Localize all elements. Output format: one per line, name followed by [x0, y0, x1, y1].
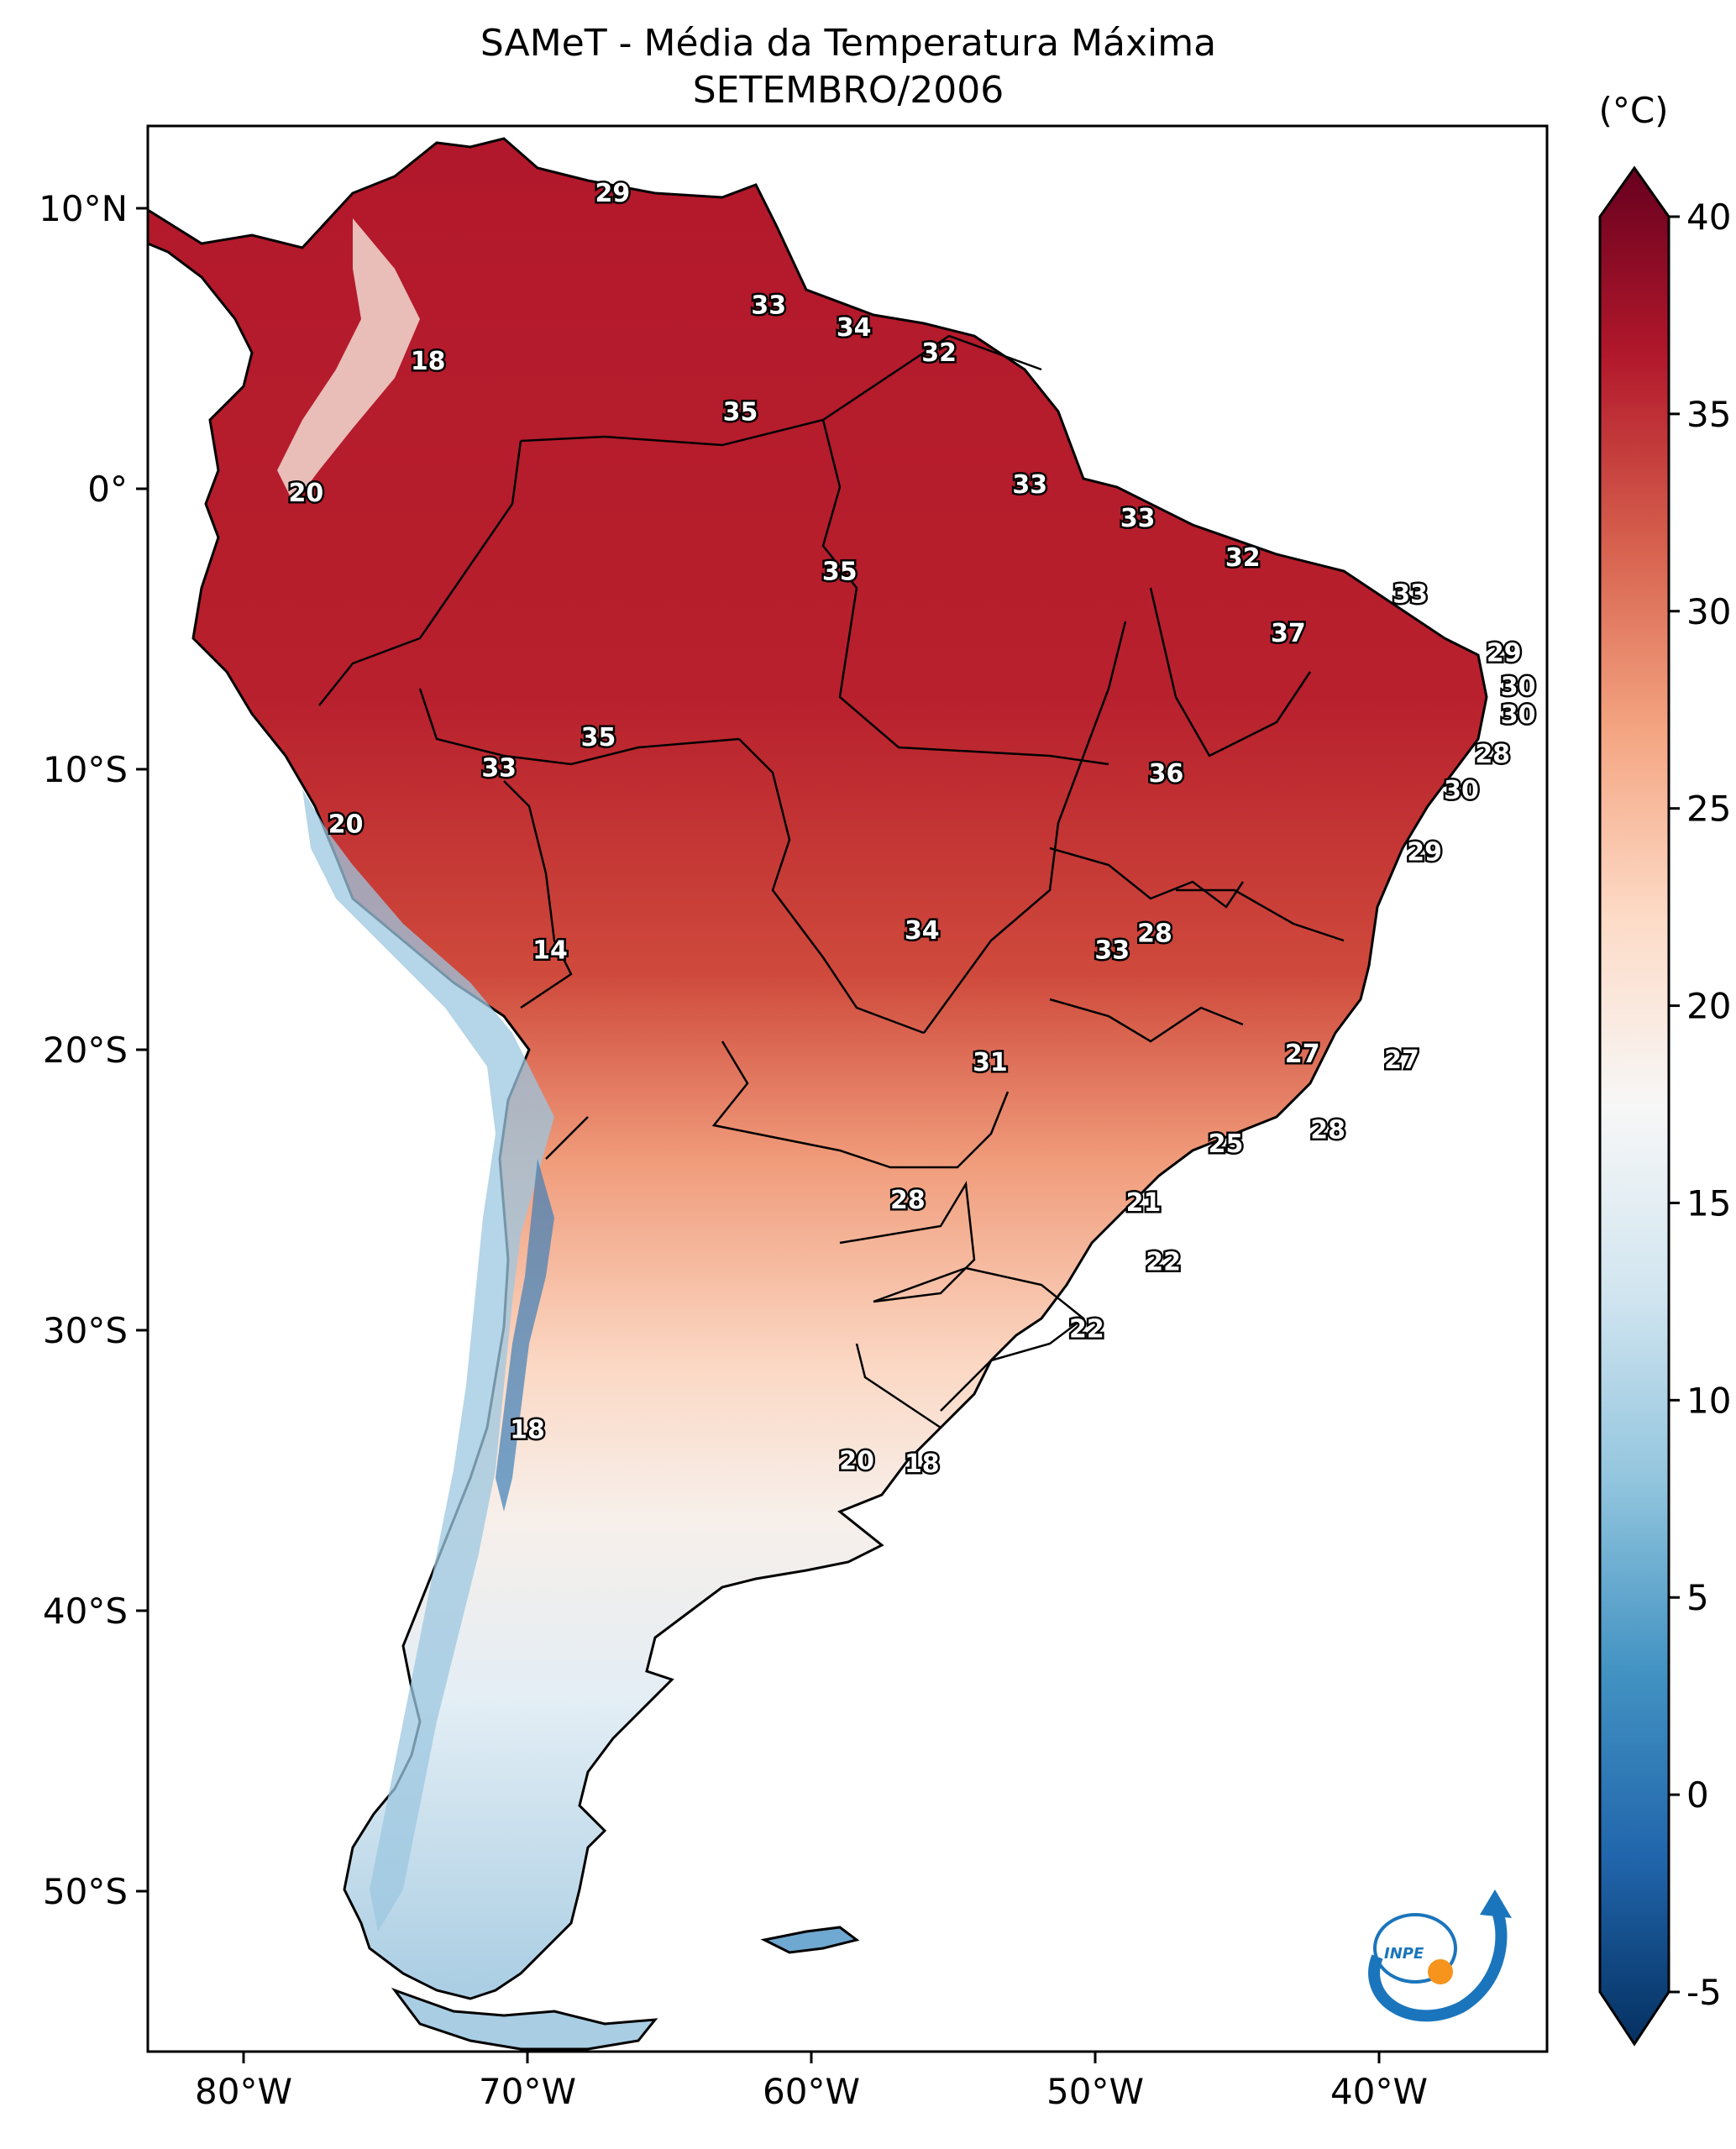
- map-title: SAMeT - Média da Temperatura Máxima: [480, 22, 1217, 65]
- lat-tick-label: 40°S: [43, 1591, 128, 1632]
- map-subtitle: SETEMBRO/2006: [692, 69, 1004, 112]
- contour-label: 33: [751, 291, 786, 320]
- contour-label: 30: [1501, 673, 1536, 702]
- colorbar-tick-label: 25: [1686, 789, 1731, 830]
- contour-label: 21: [1126, 1188, 1162, 1218]
- contour-label: 33: [1392, 579, 1428, 609]
- contour-label: 28: [890, 1186, 926, 1215]
- logo-text: INPE: [1384, 1945, 1424, 1963]
- colombia-highlands: [277, 218, 420, 504]
- colorbar-unit: (°C): [1598, 90, 1668, 131]
- colorbar-tick-label: 5: [1686, 1577, 1709, 1618]
- contour-label: 32: [1225, 543, 1261, 573]
- colorbar-tick-label: 15: [1686, 1182, 1731, 1224]
- contour-label: 22: [1069, 1315, 1104, 1344]
- logo-arrow-icon: [1480, 1890, 1512, 1918]
- contour-label: 31: [973, 1048, 1008, 1077]
- contour-label: 27: [1285, 1040, 1320, 1069]
- contour-label: 35: [723, 397, 758, 427]
- contour-label: 32: [921, 338, 957, 368]
- colorbar-tick-label: 10: [1686, 1380, 1731, 1421]
- latitude-axis: 10°N 0° 10°S 20°S 30°S 40°S 50°S: [39, 188, 148, 1912]
- andes-cold-band: [302, 789, 554, 1931]
- lon-tick-label: 80°W: [195, 2071, 292, 2112]
- colorbar-tick-label: 40: [1686, 197, 1731, 238]
- colorbar: (°C) 40 35 30 25 20 15 10 5 0 -5: [1598, 90, 1731, 2047]
- contour-label: 18: [905, 1449, 940, 1479]
- contour-label: 33: [1012, 470, 1047, 500]
- contour-label: 33: [1094, 936, 1130, 966]
- map-frame: [146, 124, 1549, 2053]
- tierra-del-fuego: [391, 1987, 658, 2051]
- contour-label: 14: [532, 936, 568, 966]
- contour-label: 18: [411, 347, 446, 376]
- contour-label: 28: [1475, 740, 1510, 769]
- contour-label: 18: [510, 1416, 545, 1445]
- lat-tick-label: 10°S: [43, 749, 128, 790]
- lat-tick-label: 20°S: [43, 1030, 128, 1071]
- logo-swoosh-icon: [1368, 1903, 1508, 2022]
- contour-label: 28: [1310, 1115, 1345, 1145]
- colorbar-tick-label: 30: [1686, 591, 1731, 632]
- andes-core: [496, 1159, 554, 1512]
- colorbar-body: [1598, 165, 1670, 2047]
- colorbar-tick-label: 20: [1686, 986, 1731, 1027]
- colorbar-tick-label: 35: [1686, 394, 1731, 435]
- contour-label: 35: [822, 558, 858, 587]
- contour-label: 34: [837, 313, 872, 343]
- lon-tick-label: 50°W: [1046, 2071, 1144, 2112]
- colorbar-ticks: 40 35 30 25 20 15 10 5 0 -5: [1669, 197, 1731, 2013]
- contour-label: 33: [1120, 504, 1156, 533]
- lat-tick-label: 10°N: [39, 188, 128, 229]
- contour-label: 33: [481, 754, 517, 784]
- contour-label: 35: [581, 723, 616, 752]
- lon-tick-label: 40°W: [1330, 2071, 1428, 2112]
- lon-tick-label: 60°W: [763, 2071, 860, 2112]
- lon-tick-label: 70°W: [479, 2071, 576, 2112]
- contour-label: 22: [1146, 1247, 1181, 1276]
- falkland-islands: [760, 1926, 860, 1954]
- longitude-axis: 80°W 70°W 60°W 50°W 40°W: [195, 2052, 1428, 2112]
- contour-label: 25: [1209, 1130, 1244, 1159]
- colorbar-tick-label: -5: [1686, 1972, 1722, 2013]
- logo-sun-icon: [1428, 1959, 1453, 1984]
- contour-label: 37: [1271, 619, 1306, 648]
- contour-label: 29: [1407, 838, 1442, 867]
- contour-label: 34: [905, 916, 940, 946]
- colorbar-tick-label: 0: [1686, 1774, 1709, 1816]
- inpe-logo: INPE: [1368, 1890, 1512, 2022]
- contour-label: 29: [1487, 639, 1522, 668]
- contour-label: 29: [595, 179, 631, 208]
- contour-label: 27: [1384, 1046, 1419, 1075]
- contour-label: 20: [328, 810, 364, 839]
- lat-tick-label: 50°S: [43, 1871, 128, 1912]
- logo-ring-icon: [1373, 1913, 1457, 1984]
- country-borders: [318, 334, 1345, 1429]
- contour-label: 28: [1137, 920, 1172, 949]
- contour-label: 20: [288, 479, 323, 508]
- lat-tick-label: 30°S: [43, 1310, 128, 1351]
- contour-label: 30: [1501, 700, 1536, 730]
- lat-tick-label: 0°: [87, 469, 128, 510]
- contour-label: 36: [1149, 759, 1184, 789]
- contour-label: 20: [839, 1446, 874, 1475]
- contour-label: 30: [1444, 776, 1479, 805]
